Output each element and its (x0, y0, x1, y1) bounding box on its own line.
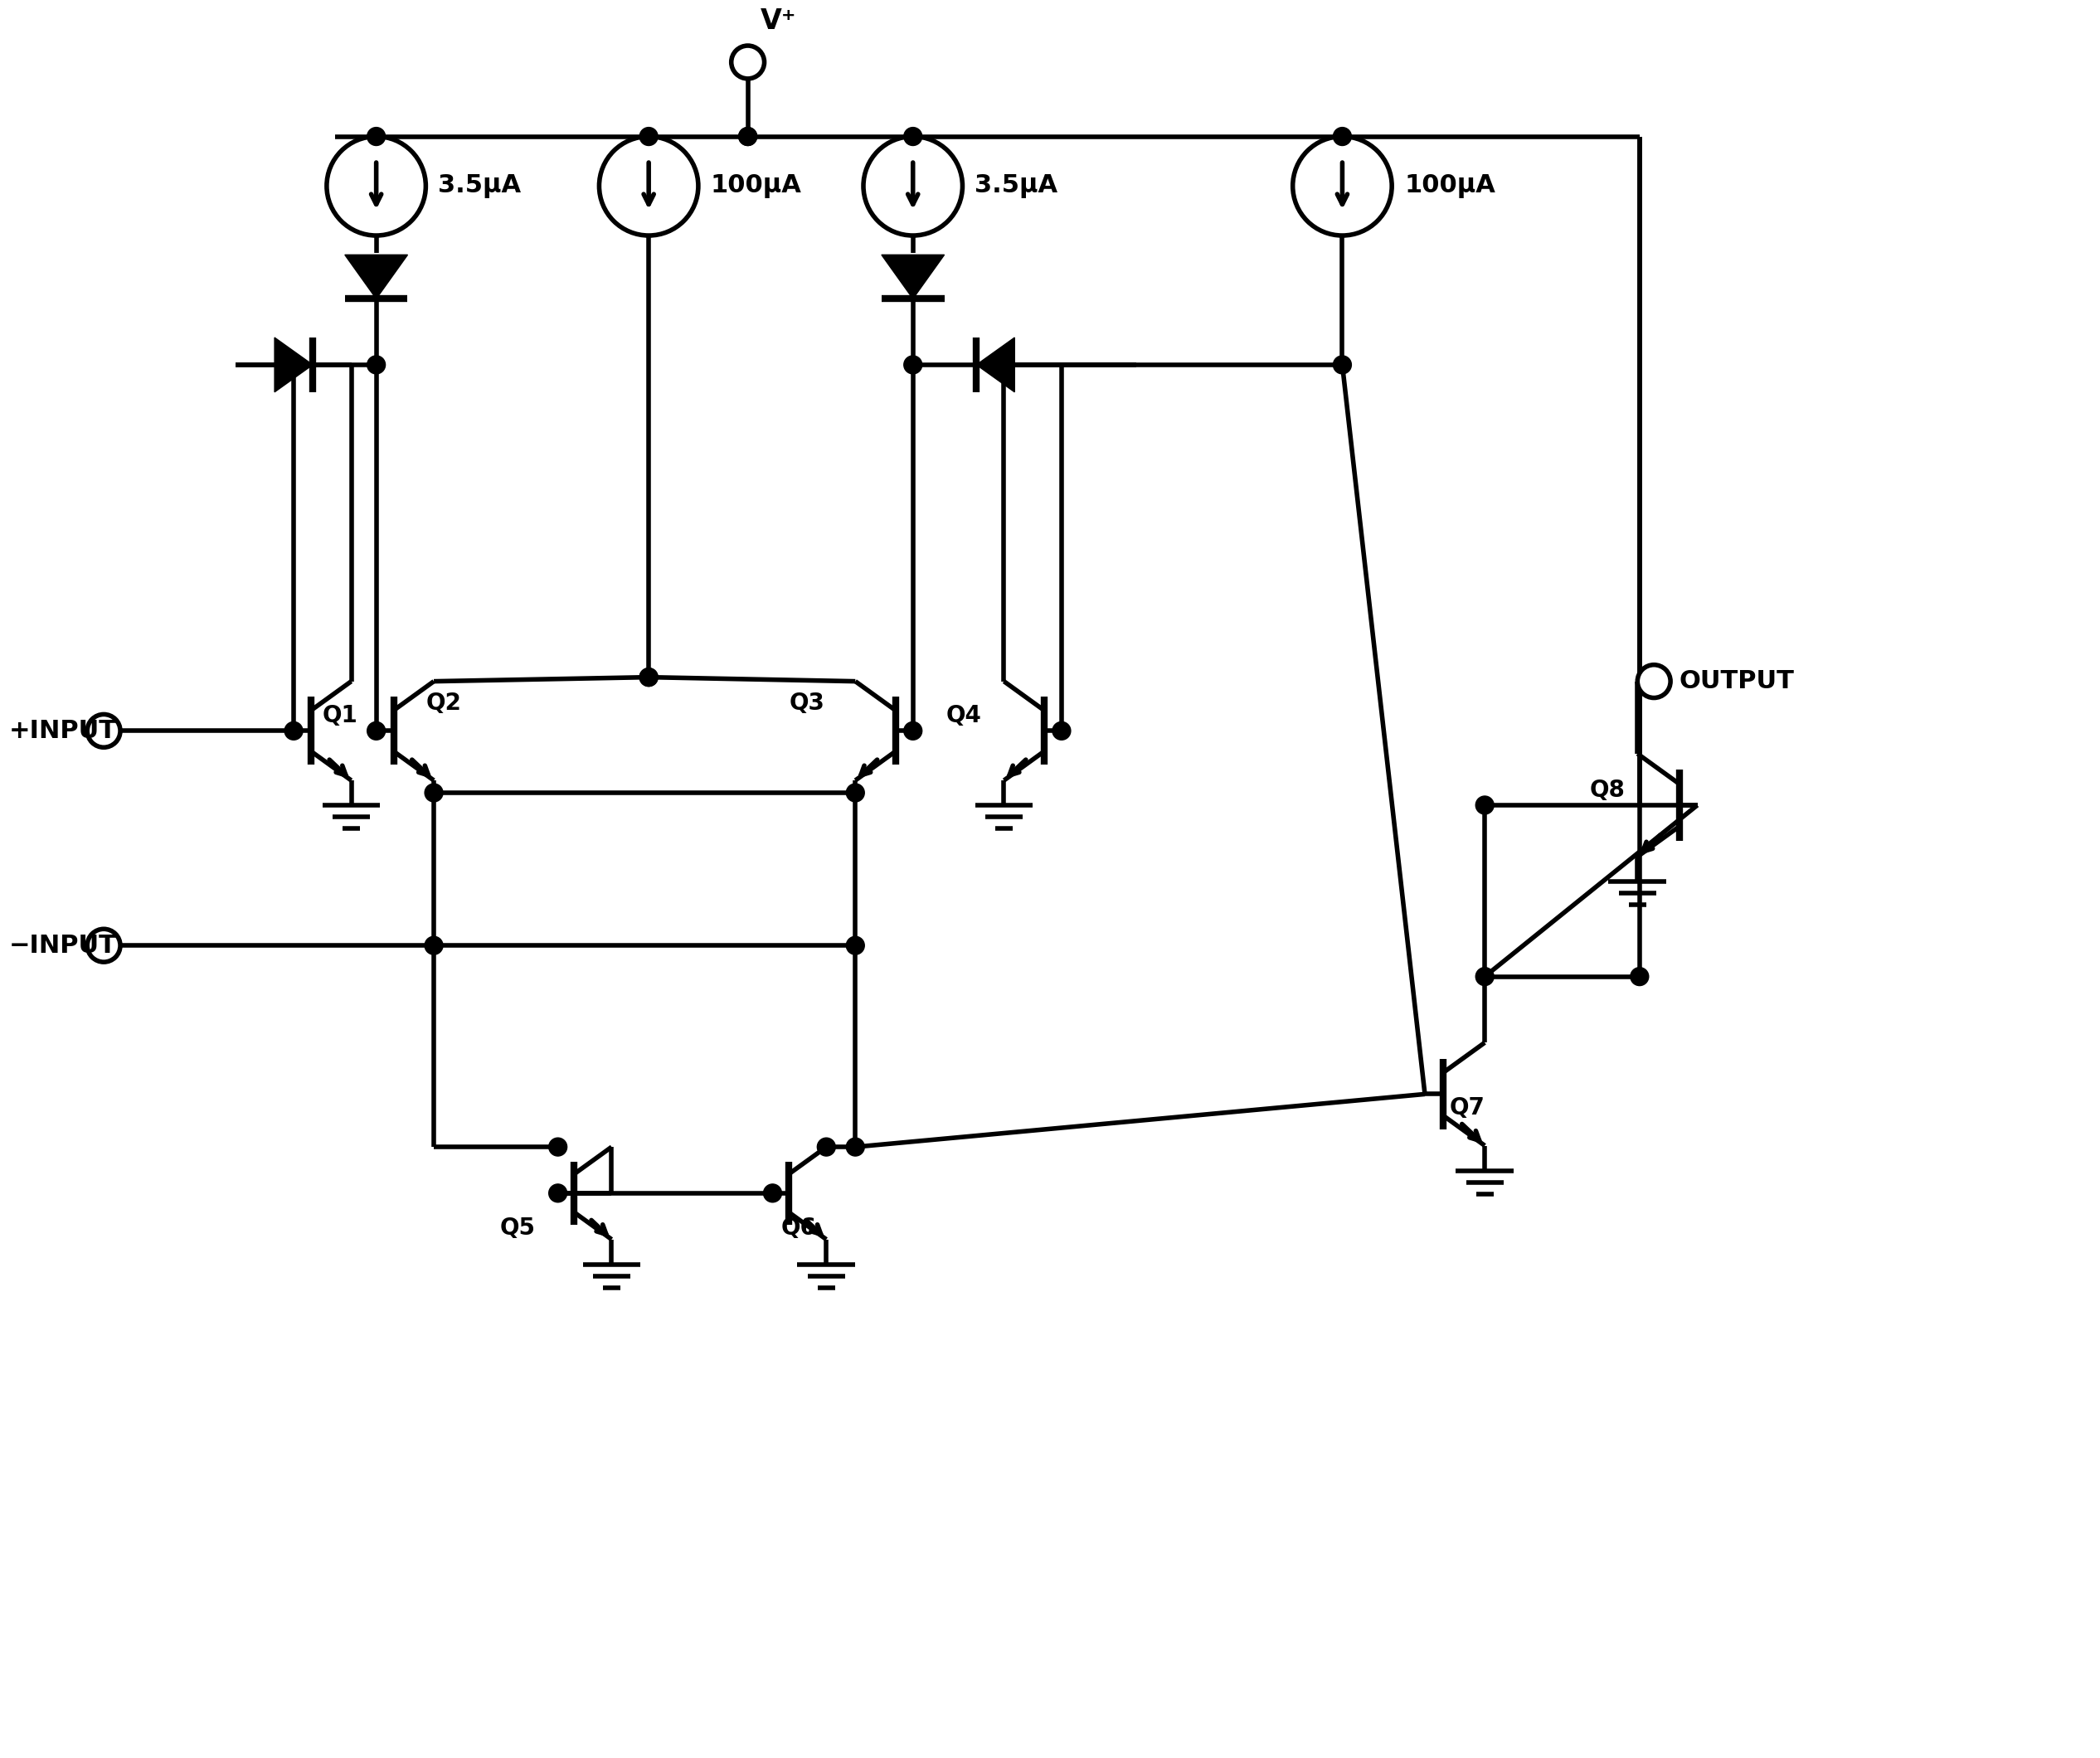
Polygon shape (977, 338, 1014, 392)
Text: 3.5μA: 3.5μA (439, 174, 521, 199)
Polygon shape (882, 255, 945, 299)
Circle shape (1476, 967, 1493, 986)
Text: +INPUT: +INPUT (8, 719, 118, 744)
Circle shape (903, 127, 922, 146)
Text: Q8: Q8 (1590, 779, 1625, 802)
Text: −INPUT: −INPUT (8, 933, 116, 958)
Text: OUTPUT: OUTPUT (1678, 670, 1793, 693)
Circle shape (1052, 723, 1071, 740)
Circle shape (1334, 355, 1352, 374)
Circle shape (739, 127, 756, 146)
Text: Q5: Q5 (500, 1217, 536, 1239)
Circle shape (424, 784, 443, 802)
Circle shape (1294, 137, 1392, 236)
Circle shape (548, 1185, 567, 1202)
Circle shape (731, 46, 764, 79)
Circle shape (286, 723, 302, 740)
Circle shape (739, 127, 756, 146)
Circle shape (88, 928, 120, 962)
Text: 100μA: 100μA (710, 174, 802, 199)
Polygon shape (344, 255, 407, 299)
Circle shape (640, 668, 657, 686)
Circle shape (1334, 127, 1352, 146)
Text: Q4: Q4 (945, 705, 981, 728)
Circle shape (817, 1137, 836, 1157)
Circle shape (1476, 796, 1493, 814)
Circle shape (764, 1185, 781, 1202)
Circle shape (1638, 665, 1670, 698)
Circle shape (368, 723, 384, 740)
Polygon shape (275, 338, 313, 392)
Circle shape (88, 714, 120, 747)
Text: Q3: Q3 (790, 693, 825, 716)
Text: 3.5μA: 3.5μA (974, 174, 1058, 199)
Circle shape (903, 355, 922, 374)
Text: V⁺: V⁺ (760, 7, 796, 35)
Circle shape (846, 937, 865, 955)
Text: Q2: Q2 (426, 693, 462, 716)
Text: Q1: Q1 (323, 705, 357, 728)
Circle shape (548, 1137, 567, 1157)
Circle shape (368, 127, 384, 146)
Text: 100μA: 100μA (1405, 174, 1495, 199)
Text: Q6: Q6 (781, 1217, 817, 1239)
Circle shape (640, 668, 657, 686)
Circle shape (368, 355, 384, 374)
Circle shape (1630, 967, 1649, 986)
Circle shape (903, 723, 922, 740)
Text: Q7: Q7 (1449, 1097, 1485, 1120)
Circle shape (598, 137, 699, 236)
Circle shape (328, 137, 426, 236)
Circle shape (640, 127, 657, 146)
Circle shape (846, 784, 865, 802)
Circle shape (424, 937, 443, 955)
Circle shape (846, 1137, 865, 1157)
Circle shape (863, 137, 962, 236)
